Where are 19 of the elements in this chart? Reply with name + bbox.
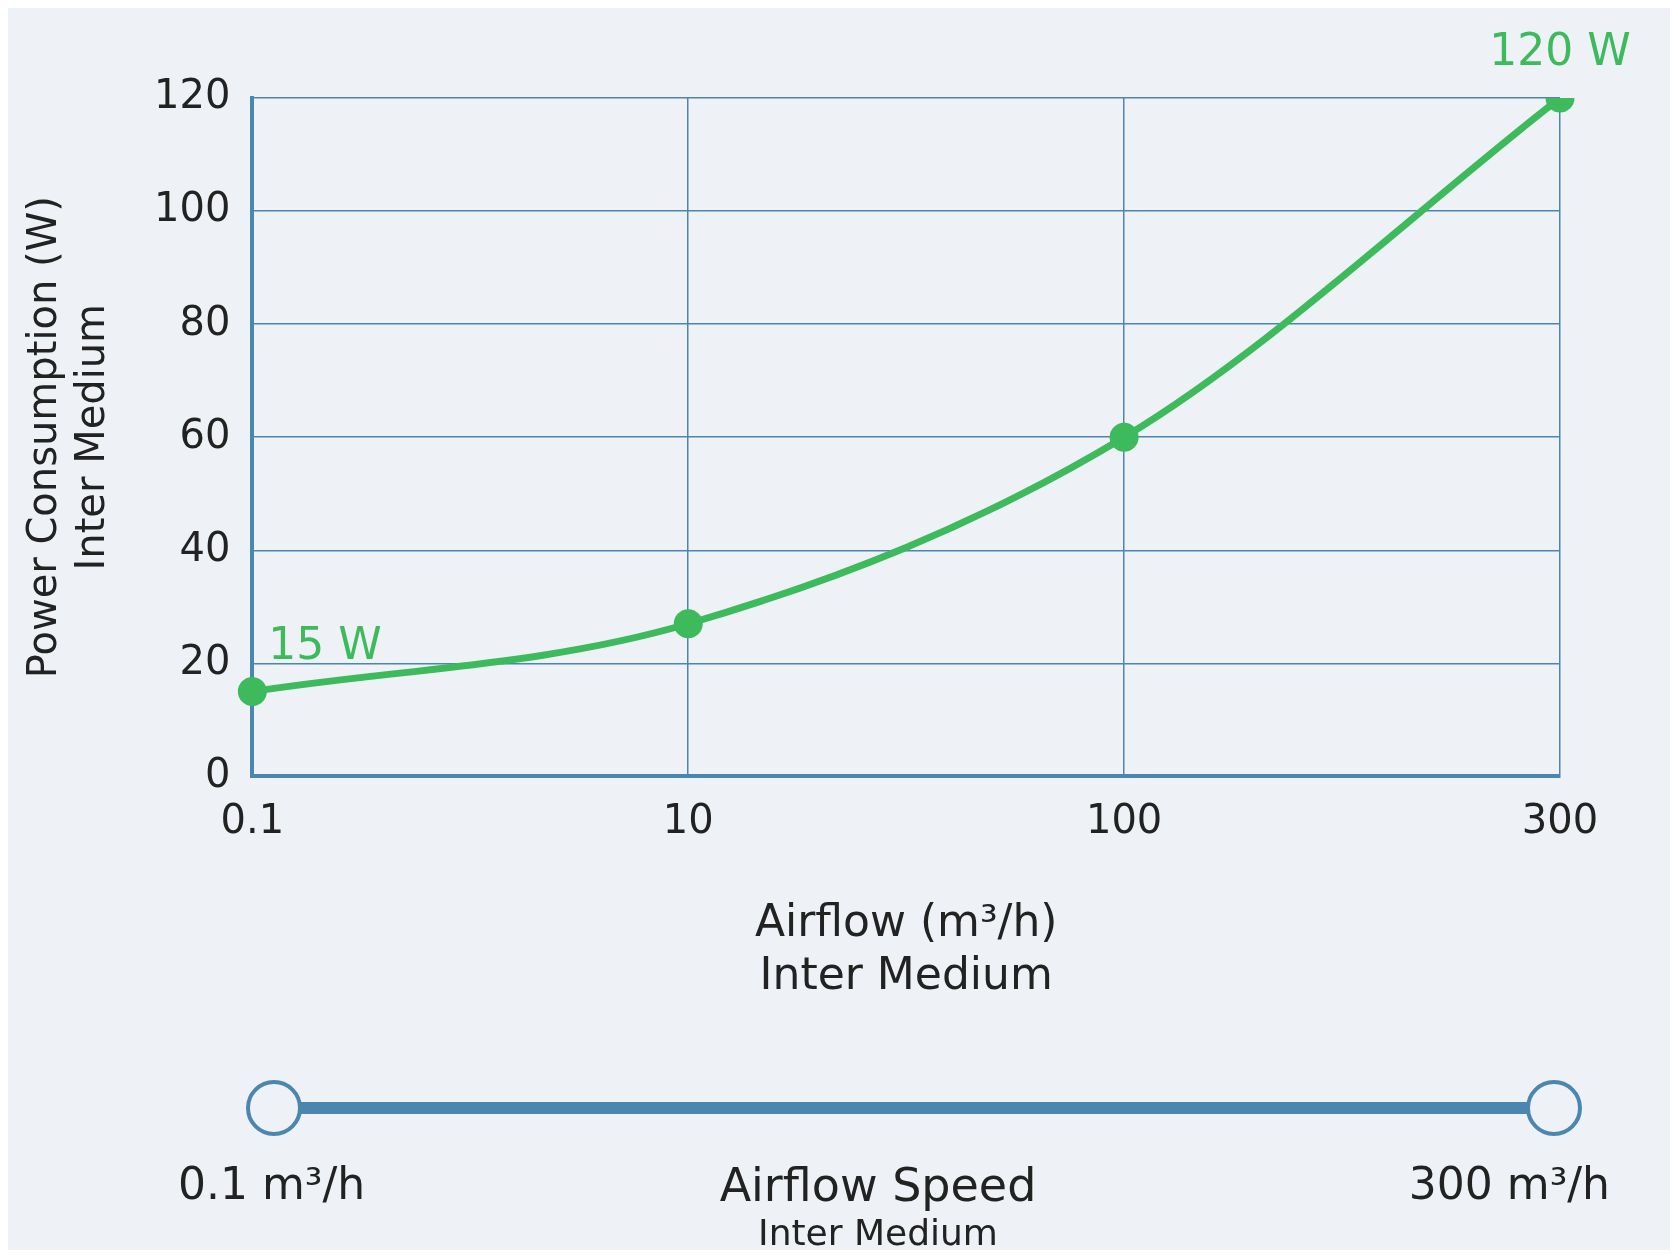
y-tick-label: 20 [179, 636, 231, 683]
x-tick-label: 10 [662, 795, 714, 842]
text: 0.1 m³/h [178, 1158, 366, 1209]
y-tick-label: 100 [153, 184, 231, 231]
y-tick-label: 80 [179, 297, 231, 344]
y-tick-label: 60 [179, 410, 231, 457]
x-tick-label: 0.1 [220, 795, 285, 842]
y-tick-label: 0 [204, 749, 231, 796]
y-axis-title: Power Consumption (W) Inter Medium [19, 196, 114, 679]
x-axis-title: Airflow (m³/h) Inter Medium [754, 895, 1058, 1000]
y-tick-label: 120 [153, 71, 231, 118]
data-label: 120 W [1489, 24, 1631, 76]
text: Inter Medium [757, 1212, 999, 1253]
x-tick-label: 100 [1085, 795, 1163, 842]
x-tick-label: 300 [1521, 795, 1599, 842]
text: 300 m³/h [1408, 1158, 1610, 1209]
text: Airflow Speed [718, 1158, 1038, 1212]
y-tick-label: 40 [179, 523, 231, 570]
data-label: 15 W [268, 618, 382, 670]
